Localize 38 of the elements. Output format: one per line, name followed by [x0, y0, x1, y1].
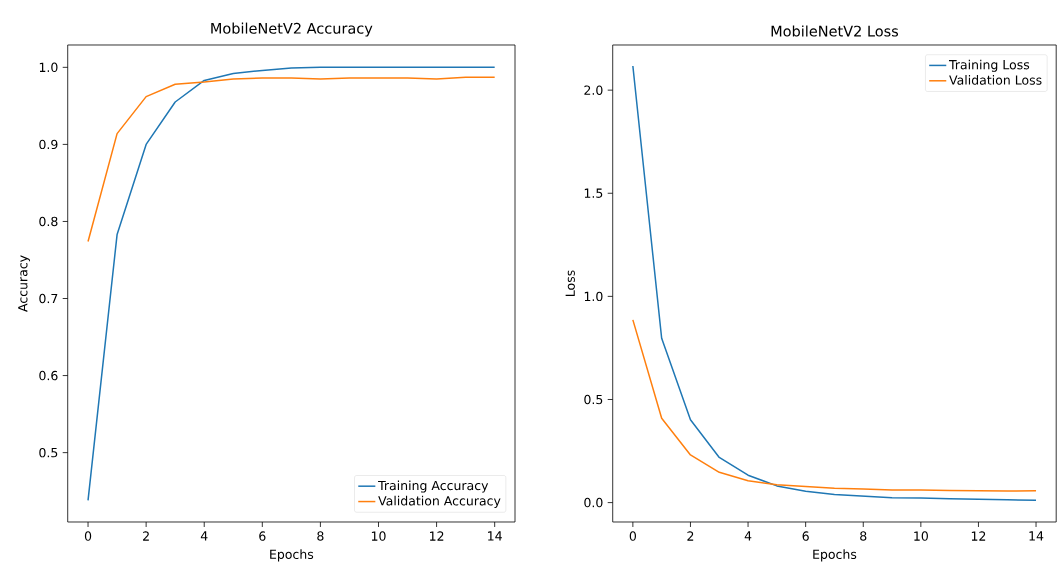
x-tick-label: 14	[1029, 531, 1044, 541]
x-tick-label: 2	[143, 531, 149, 541]
y-axis-title: Accuracy	[18, 255, 30, 312]
x-tick-label: 2	[687, 531, 694, 541]
y-axis-title: Loss	[565, 270, 575, 296]
legend-label: Training Accuracy	[378, 480, 489, 493]
y-tick-label: 1.5	[584, 188, 603, 198]
x-tick-label: 4	[200, 531, 208, 541]
x-tick-label: 6	[259, 531, 266, 541]
x-tick-label: 12	[430, 531, 444, 541]
line-series	[632, 319, 1037, 492]
x-axis-title: Epochs	[813, 549, 857, 562]
x-axis-title: Epochs	[270, 549, 314, 562]
x-tick-label: 6	[802, 531, 809, 541]
y-tick-label: 2.0	[584, 85, 603, 95]
legend-label: Training Loss	[948, 59, 1030, 72]
x-tick-label: 4	[744, 531, 752, 541]
chart-title: MobileNetV2 Accuracy	[211, 22, 373, 37]
y-tick-label: 0.0	[584, 497, 603, 508]
legend-label: Validation Loss	[949, 75, 1042, 85]
y-tick-label: 0.7	[39, 293, 58, 304]
y-tick-label: 0.5	[39, 447, 58, 458]
legend-label: Validation Accuracy	[378, 495, 501, 508]
x-tick-label: 0	[629, 531, 637, 541]
y-tick-label: 0.8	[39, 216, 58, 227]
y-tick-label: 1.0	[39, 62, 58, 73]
x-tick-label: 8	[860, 531, 867, 541]
x-tick-label: 14	[488, 531, 502, 541]
y-tick-label: 1.0	[584, 291, 603, 302]
y-tick-label: 0.5	[584, 394, 603, 405]
x-tick-label: 0	[84, 531, 92, 541]
x-tick-label: 12	[971, 531, 986, 541]
y-tick-label: 0.9	[39, 139, 58, 150]
x-tick-label: 8	[317, 531, 324, 541]
x-tick-label: 10	[914, 531, 928, 541]
y-tick-label: 0.6	[39, 370, 58, 381]
x-tick-label: 10	[371, 531, 386, 541]
chart-title: MobileNetV2 Loss	[771, 25, 899, 37]
